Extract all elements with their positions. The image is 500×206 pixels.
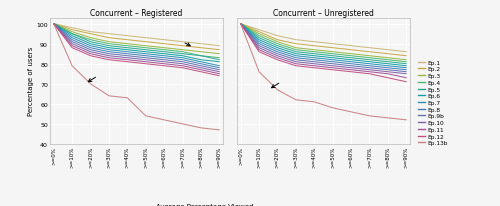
Legend: Ep.1, Ep.2, Ep.3, Ep.4, Ep.5, Ep.6, Ep.7, Ep.8, Ep.9b, Ep.10, Ep.11, Ep.12, Ep.1: Ep.1, Ep.2, Ep.3, Ep.4, Ep.5, Ep.6, Ep.7…: [416, 58, 450, 148]
Y-axis label: Percentage of users: Percentage of users: [28, 47, 34, 116]
Title: Concurrent – Registered: Concurrent – Registered: [90, 9, 182, 18]
Text: Average Percentage Viewed: Average Percentage Viewed: [156, 203, 254, 206]
Title: Concurrent – Unregistered: Concurrent – Unregistered: [273, 9, 374, 18]
